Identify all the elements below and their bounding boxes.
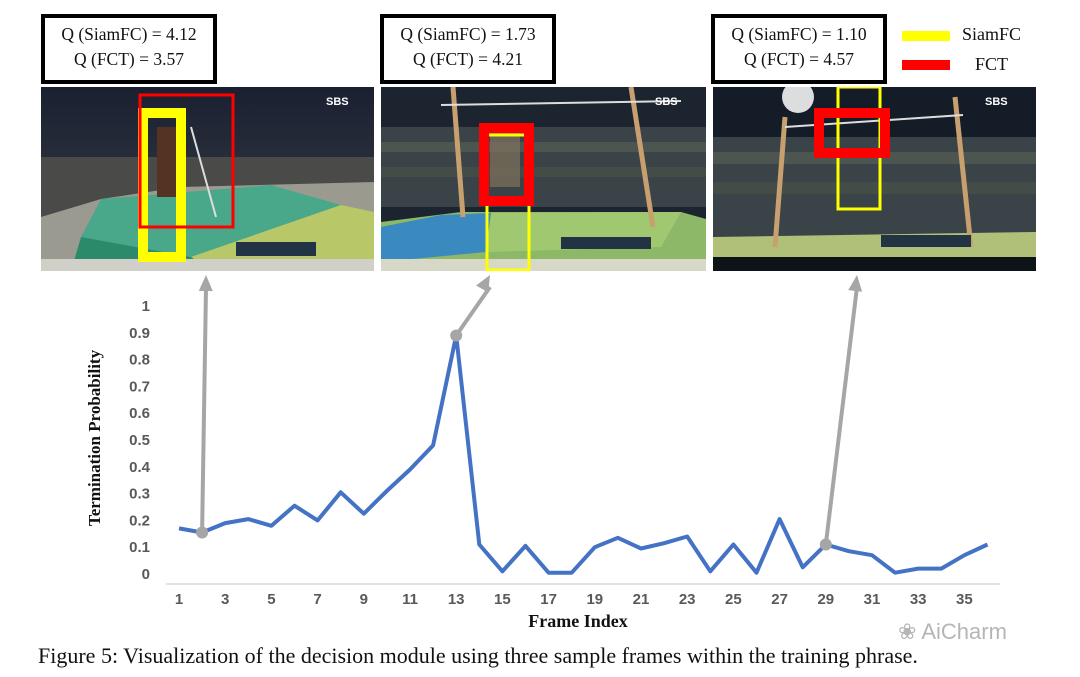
x-tick-label: 21 xyxy=(633,591,650,608)
series-line xyxy=(178,333,989,575)
arrow-head xyxy=(476,275,490,293)
y-tick-label: 0.6 xyxy=(129,405,150,422)
q-siamfc-label: Q (SiamFC) = 1.73 xyxy=(400,24,536,44)
video-frame-1: SBS xyxy=(41,87,374,271)
q-siamfc-label: Q (SiamFC) = 4.12 xyxy=(61,24,197,44)
q-siamfc-label: Q (SiamFC) = 1.10 xyxy=(731,24,867,44)
highlight-point xyxy=(819,538,832,551)
y-axis-label: Termination Probability xyxy=(85,349,104,526)
q-fct-label: Q (FCT) = 4.57 xyxy=(743,49,854,69)
pointer-arrow xyxy=(200,286,208,533)
figure-caption: Figure 5: Visualization of the decision … xyxy=(38,643,918,668)
x-tick-label: 1 xyxy=(175,591,183,608)
q-score-box-3: Q (SiamFC) = 1.10 Q (FCT) = 4.57 xyxy=(711,14,887,84)
broadcaster-logo: SBS xyxy=(985,96,1008,108)
highlight-point xyxy=(450,329,463,342)
x-tick-label: 31 xyxy=(864,591,881,608)
x-tick-label: 3 xyxy=(221,591,229,608)
x-tick-label: 25 xyxy=(725,591,742,608)
x-tick-label: 23 xyxy=(679,591,696,608)
highlight-point xyxy=(196,526,209,539)
watermark: ❀ AiCharm xyxy=(898,619,1007,645)
x-tick-label: 35 xyxy=(956,591,973,608)
wechat-icon: ❀ xyxy=(898,619,917,644)
legend-label-fct: FCT xyxy=(975,54,1009,74)
y-tick-label: 0.1 xyxy=(129,539,150,556)
x-tick-label: 5 xyxy=(267,591,275,608)
legend-label-siamfc: SiamFC xyxy=(962,24,1022,44)
q-fct-label: Q (FCT) = 3.57 xyxy=(73,49,184,69)
video-frame-2: SBS xyxy=(381,87,706,271)
x-axis-label: Frame Index xyxy=(528,611,627,631)
y-tick-label: 0.4 xyxy=(129,459,151,476)
x-tick-label: 9 xyxy=(360,591,368,608)
q-score-box-1: Q (SiamFC) = 4.12 Q (FCT) = 3.57 xyxy=(41,14,217,84)
q-score-box-2: Q (SiamFC) = 1.73 Q (FCT) = 4.21 xyxy=(380,14,556,84)
pointer-arrow xyxy=(454,285,492,337)
broadcaster-logo: SBS xyxy=(655,96,678,108)
q-fct-label: Q (FCT) = 4.21 xyxy=(412,49,523,69)
x-tick-label: 13 xyxy=(448,591,465,608)
y-tick-label: 0.3 xyxy=(129,486,150,503)
x-tick-label: 17 xyxy=(540,591,557,608)
y-tick-label: 1 xyxy=(142,298,150,315)
x-tick-label: 11 xyxy=(402,591,418,608)
arrow-head xyxy=(848,275,863,292)
x-tick-label: 7 xyxy=(313,591,321,608)
pointer-arrow xyxy=(823,286,859,545)
y-tick-label: 0 xyxy=(142,566,150,583)
y-tick-label: 0.8 xyxy=(129,352,150,369)
legend-swatch-fct xyxy=(902,60,950,70)
x-tick-label: 29 xyxy=(817,591,834,608)
broadcaster-logo: SBS xyxy=(326,96,349,108)
y-tick-label: 0.7 xyxy=(129,378,150,395)
video-frame-3: SBS xyxy=(713,87,1036,271)
legend-swatch-siamfc xyxy=(902,31,950,41)
arrow-head xyxy=(198,275,213,292)
x-tick-label: 19 xyxy=(586,591,603,608)
x-tick-label: 15 xyxy=(494,591,511,608)
y-tick-label: 0.9 xyxy=(129,325,150,342)
y-tick-label: 0.2 xyxy=(129,512,150,529)
x-tick-label: 27 xyxy=(771,591,788,608)
y-tick-label: 0.5 xyxy=(129,432,150,449)
x-tick-label: 33 xyxy=(910,591,927,608)
watermark-text: AiCharm xyxy=(921,619,1007,644)
